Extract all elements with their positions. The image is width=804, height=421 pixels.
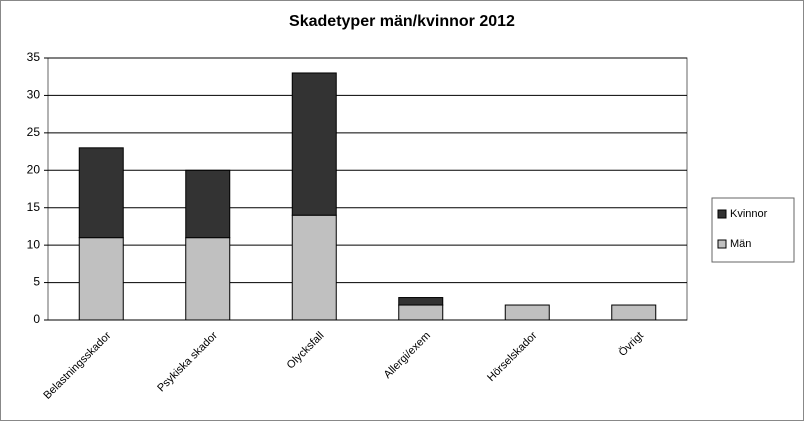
bar-segment (291, 214, 337, 321)
y-tick-label: 25 (27, 125, 41, 139)
bar-segment (611, 304, 657, 321)
legend-label: Män (730, 238, 751, 250)
chart-title: Skadetyper män/kvinnor 2012 (289, 13, 515, 30)
bar-segment (78, 237, 124, 321)
bar-segment (185, 237, 231, 321)
y-tick-label: 35 (27, 50, 41, 64)
y-tick-label: 15 (27, 200, 41, 214)
y-tick-label: 20 (27, 162, 41, 176)
bar-segment (78, 147, 124, 239)
legend-swatch (717, 209, 727, 219)
bar-segment (398, 297, 444, 306)
legend-swatch (717, 239, 727, 249)
y-tick-label: 10 (27, 237, 41, 251)
y-tick-label: 30 (27, 88, 41, 102)
bar-segment (185, 169, 231, 239)
legend-label: Kvinnor (730, 208, 768, 220)
y-tick-label: 0 (33, 312, 40, 326)
y-tick-label: 5 (33, 275, 40, 289)
bar-segment (504, 304, 550, 321)
bar-segment (291, 72, 337, 216)
plot-area (47, 57, 688, 321)
legend-box (711, 197, 795, 263)
bar-segment (398, 304, 444, 321)
